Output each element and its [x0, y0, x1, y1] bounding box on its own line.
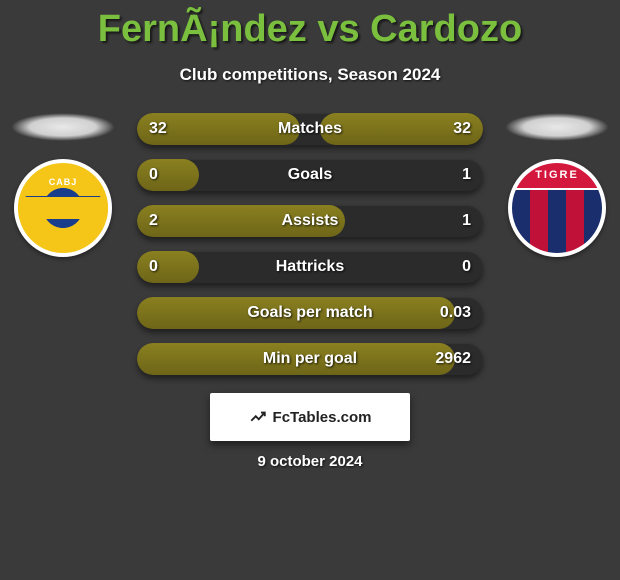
tigre-badge-top: TIGRE [510, 161, 604, 188]
stat-label: Goals per match [137, 297, 483, 329]
chart-icon [249, 408, 267, 426]
source-text: FcTables.com [273, 409, 372, 426]
stat-bar: 0.03Goals per match [137, 297, 483, 329]
stat-bars: 3232Matches 01Goals 21Assists 00Hattricks 0.… [137, 113, 483, 375]
left-club-column: CABJ [8, 113, 118, 257]
stat-label: Min per goal [137, 343, 483, 375]
subtitle: Club competitions, Season 2024 [0, 65, 620, 85]
comparison-panel: CABJ TIGRE 3232Matches 01Goals 21Assists 00… [0, 113, 620, 470]
date-text: 9 october 2024 [0, 453, 620, 470]
stat-bar: 21Assists [137, 205, 483, 237]
right-club-column: TIGRE [502, 113, 612, 257]
player-silhouette-placeholder [505, 113, 609, 141]
player-silhouette-placeholder [11, 113, 115, 141]
stat-bar: 3232Matches [137, 113, 483, 145]
stat-label: Assists [137, 205, 483, 237]
stat-label: Goals [137, 159, 483, 191]
stat-label: Matches [137, 113, 483, 145]
stat-bar: 2962Min per goal [137, 343, 483, 375]
page-title: FernÃ¡ndez vs Cardozo [0, 0, 620, 51]
stat-bar: 01Goals [137, 159, 483, 191]
left-club-badge: CABJ [14, 159, 112, 257]
stat-bar: 00Hattricks [137, 251, 483, 283]
tigre-badge-stripes [512, 190, 602, 253]
boca-badge-band [18, 197, 108, 219]
source-badge: FcTables.com [210, 393, 410, 441]
tigre-badge-text: TIGRE [535, 169, 579, 181]
right-club-badge: TIGRE [508, 159, 606, 257]
stat-label: Hattricks [137, 251, 483, 283]
boca-badge-text: CABJ [18, 177, 108, 187]
